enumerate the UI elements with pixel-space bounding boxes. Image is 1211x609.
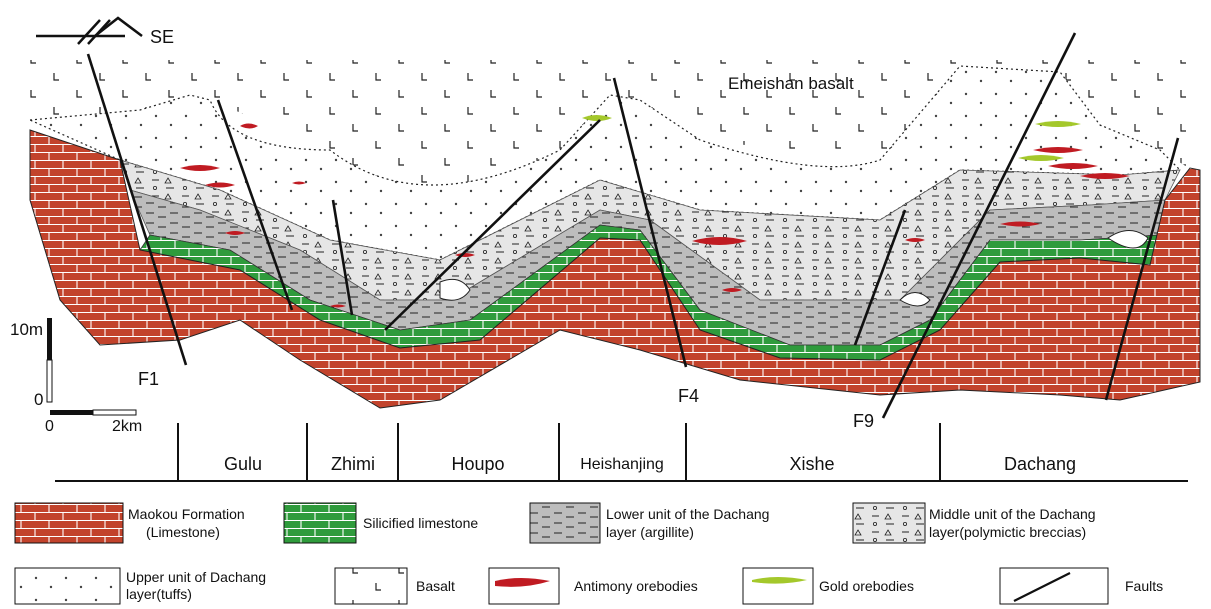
tuff-layer <box>27 65 1182 261</box>
fault-label-f4: F4 <box>678 386 699 406</box>
locality-gulu: Gulu <box>224 454 262 474</box>
locality-xishe: Xishe <box>789 454 834 474</box>
legend-lower-line2: layer (argillite) <box>606 524 694 540</box>
legend-upper-line1: Upper unit of Dachang <box>126 569 266 585</box>
legend-swatch-tuff <box>14 567 121 605</box>
horizontal-scale-left-label: 0 <box>45 418 54 435</box>
legend-silicified: Silicified limestone <box>363 515 478 531</box>
legend-basalt: Basalt <box>416 578 455 594</box>
fault-label-f1: F1 <box>138 369 159 389</box>
legend-swatch-basalt <box>334 567 408 605</box>
legend-swatch-gold-box <box>742 567 814 605</box>
legend-swatch-gold <box>752 577 807 584</box>
horizontal-scale-right-label: 2km <box>112 418 142 435</box>
legend-swatch-limestone <box>14 502 124 544</box>
orientation-label: SE <box>150 27 174 47</box>
legend-maokou-line1: Maokou Formation <box>128 506 245 522</box>
legend-gold: Gold orebodies <box>819 578 914 594</box>
fault-label-f9: F9 <box>853 411 874 431</box>
vertical-scale-bar <box>46 318 53 403</box>
legend-antimony: Antimony orebodies <box>574 578 698 594</box>
basalt-section-label: Emeishan basalt <box>728 74 854 93</box>
fault-lines <box>86 32 1180 419</box>
legend-middle-line1: Middle unit of the Dachang <box>929 506 1096 522</box>
lens <box>899 292 931 307</box>
legend-swatch-silicified <box>283 502 357 544</box>
locality-zhimi: Zhimi <box>331 454 375 474</box>
locality-houpo: Houpo <box>451 454 504 474</box>
locality-heishanjing: Heishanjing <box>580 456 664 473</box>
strike-symbol <box>36 16 143 45</box>
legend-swatch-faults-box <box>999 567 1109 605</box>
legend-lower-line1: Lower unit of the Dachang <box>606 506 769 522</box>
legend-maokou-line2: (Limestone) <box>146 524 220 540</box>
vertical-scale-top-label: 10m <box>10 320 43 339</box>
vertical-scale-bottom-label: 0 <box>34 390 43 409</box>
legend-faults: Faults <box>1125 578 1163 594</box>
lens <box>439 278 471 301</box>
horizontal-scale-bar <box>50 409 137 416</box>
legend-swatch-antimony <box>495 578 550 587</box>
legend-swatch-breccia <box>852 502 926 544</box>
legend: Maokou Formation (Limestone) Silicified … <box>14 502 1163 605</box>
locality-dachang: Dachang <box>1004 454 1076 474</box>
gold-orebodies <box>582 115 1081 161</box>
limestone-layer <box>29 129 1201 409</box>
legend-swatch-argillite <box>529 502 601 544</box>
legend-middle-line2: layer(polymictic breccias) <box>929 524 1086 540</box>
locality-bar <box>55 423 1188 482</box>
lens <box>1107 230 1149 249</box>
basalt-layer <box>10 60 1200 220</box>
antimony-orebodies <box>180 123 1130 308</box>
legend-upper-line2: layer(tuffs) <box>126 586 192 602</box>
legend-swatch-faults <box>1013 572 1071 602</box>
